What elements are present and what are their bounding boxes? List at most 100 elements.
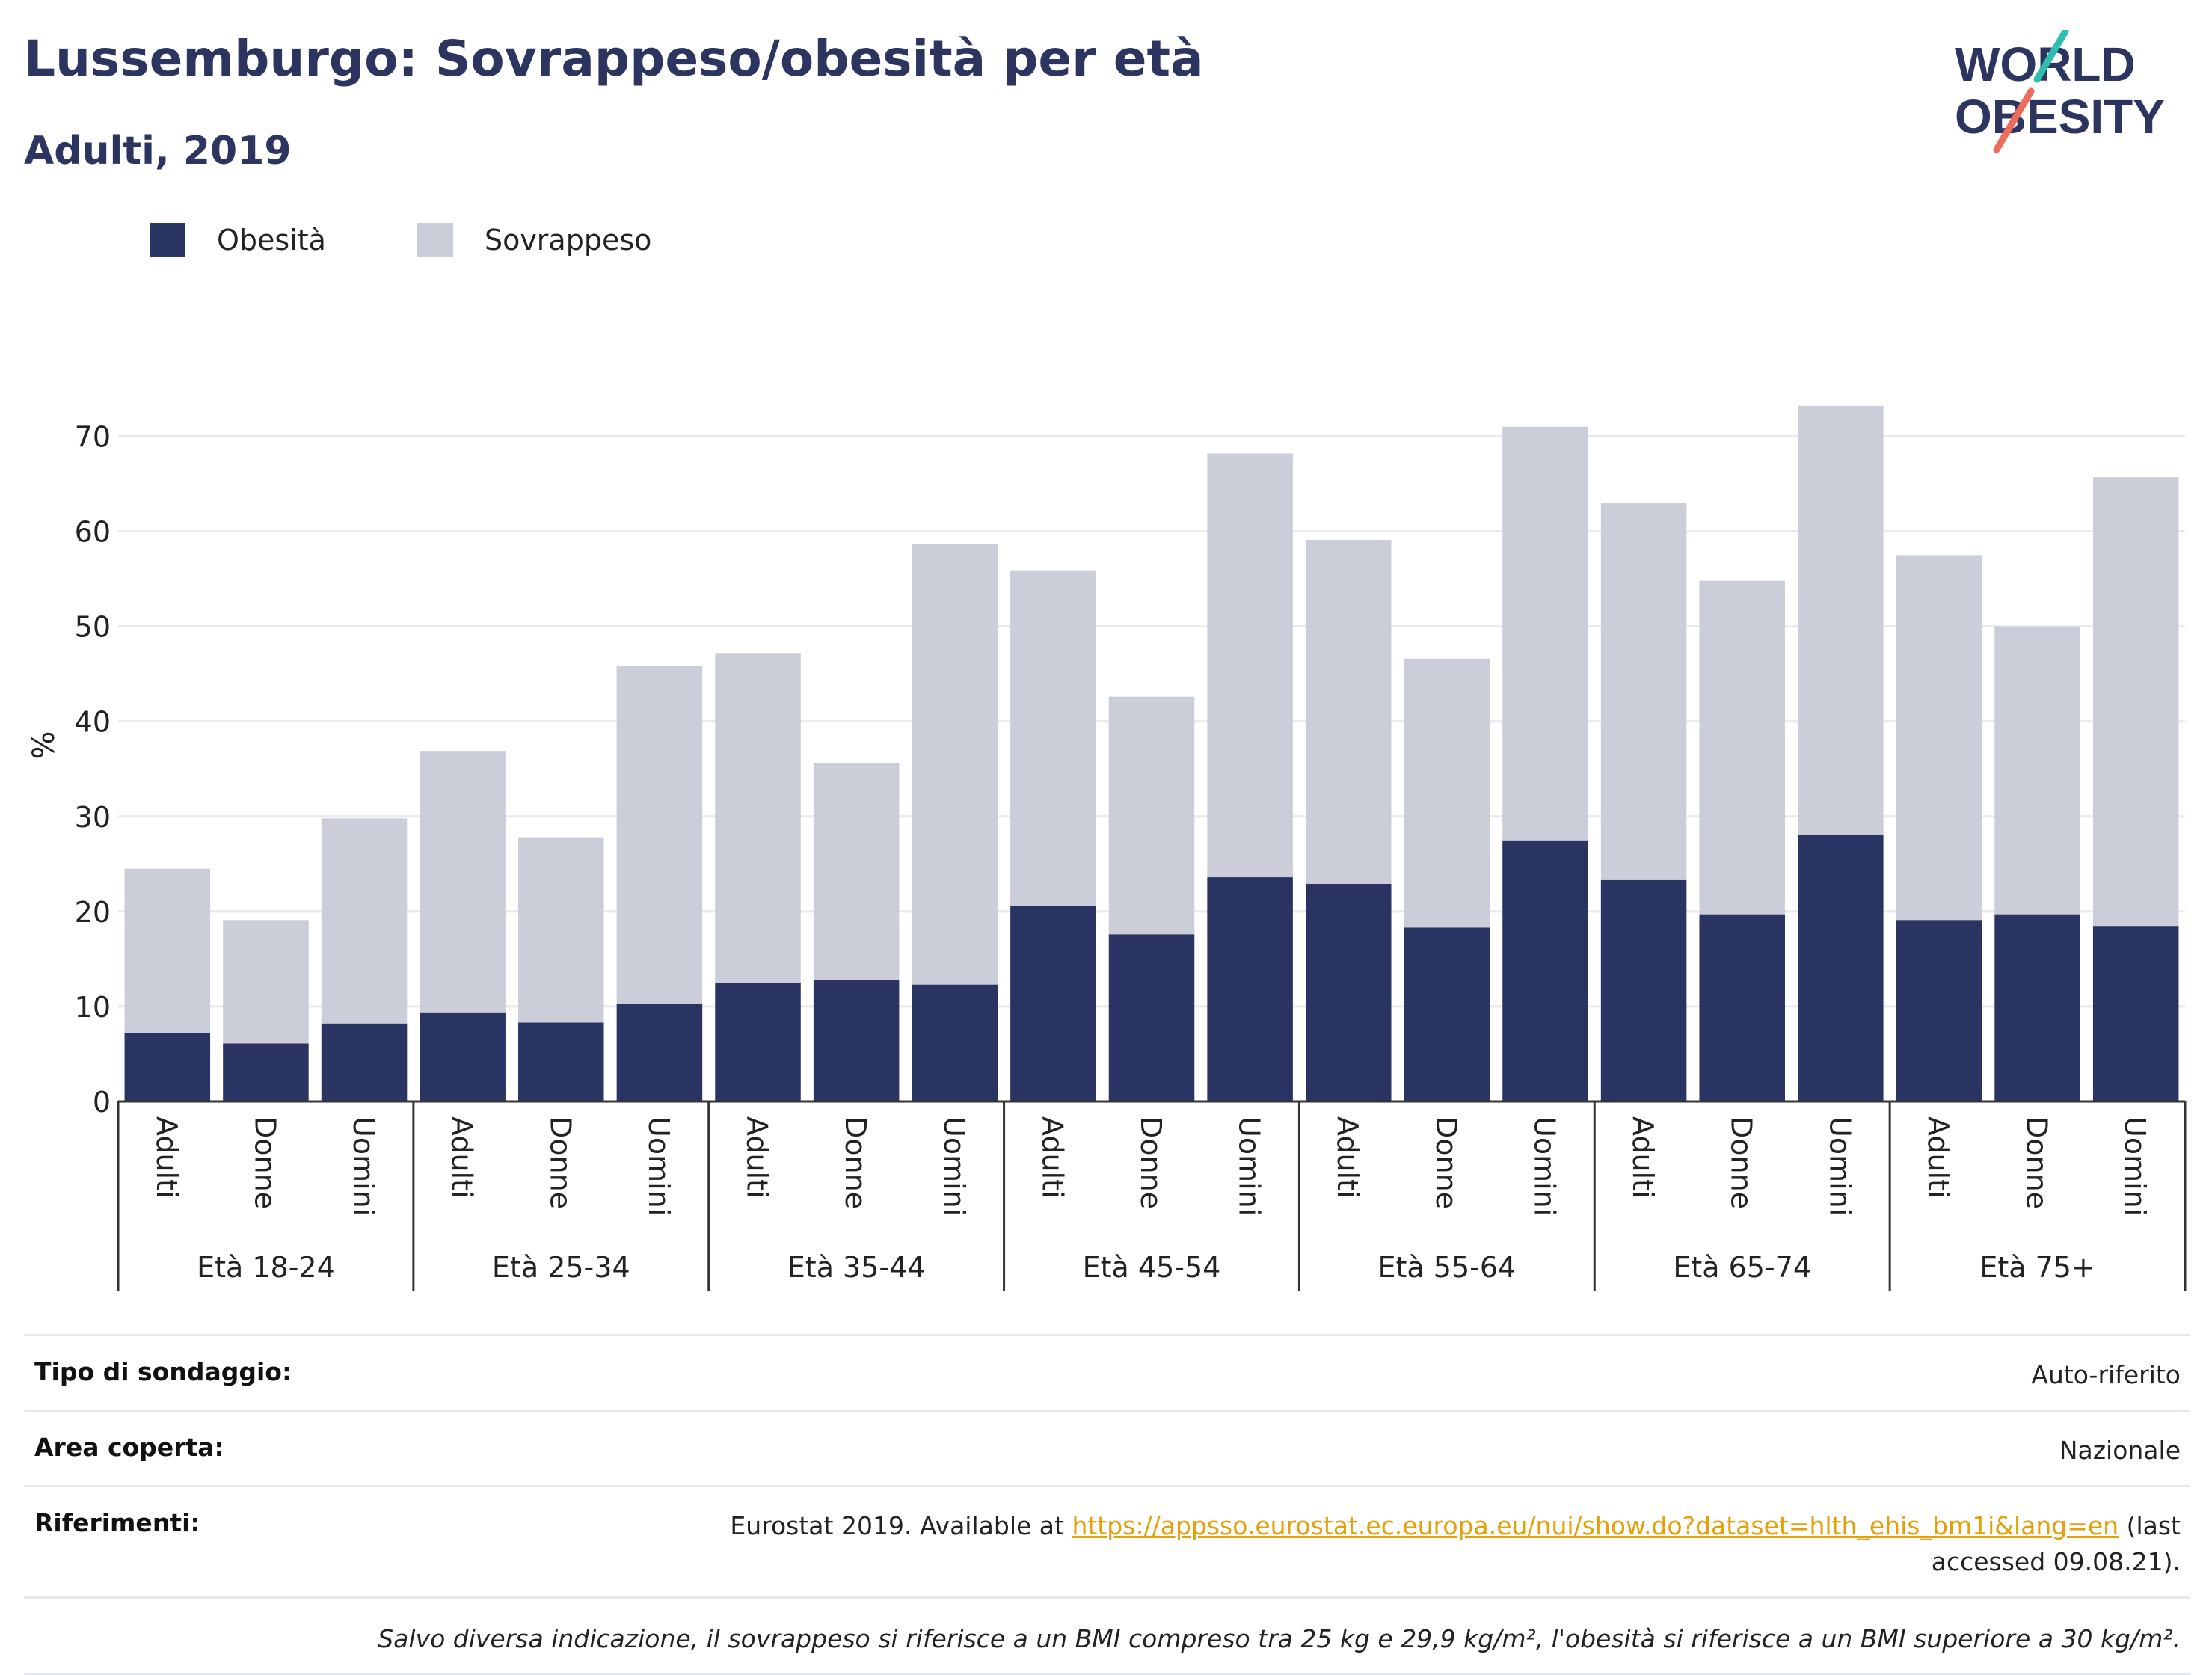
y-tick-label: 70 xyxy=(75,421,111,454)
info-value: Auto-riferito xyxy=(2031,1360,2181,1389)
x-tick-label: Adulti xyxy=(1036,1116,1069,1199)
info-value: Nazionale xyxy=(2059,1436,2181,1465)
x-tick-label: Uomini xyxy=(642,1116,675,1216)
group-label: Età 35-44 xyxy=(787,1251,926,1284)
x-tick-label: Uomini xyxy=(1233,1116,1266,1216)
bar-obesity xyxy=(1010,906,1096,1101)
x-tick-label: Uomini xyxy=(347,1116,380,1216)
x-tick-label: Donne xyxy=(839,1116,872,1209)
chart-subtitle: Adulti, 2019 xyxy=(24,129,292,173)
legend-item-obesity[interactable]: Obesità xyxy=(150,223,326,257)
y-tick-label: 60 xyxy=(75,516,111,549)
bar-obesity xyxy=(715,983,801,1101)
legend-swatch-obesity xyxy=(150,223,185,257)
bar-obesity xyxy=(1994,914,2080,1101)
bar-obesity xyxy=(124,1033,211,1101)
bar-overweight xyxy=(1699,580,1785,915)
x-tick-label: Adulti xyxy=(1922,1116,1955,1199)
bar-overweight xyxy=(321,818,408,1024)
svg-text:OBESITY: OBESITY xyxy=(1955,90,2165,144)
bar-obesity xyxy=(223,1043,309,1101)
legend-label-obesity: Obesità xyxy=(217,224,326,256)
bar-obesity xyxy=(1404,927,1490,1101)
info-label: Tipo di sondaggio: xyxy=(34,1357,292,1386)
bar-obesity xyxy=(1798,834,1884,1101)
reference-prefix: Eurostat 2019. Available at xyxy=(730,1511,1072,1540)
y-tick-label: 30 xyxy=(75,801,111,834)
bar-overweight xyxy=(1108,696,1195,935)
bar-obesity xyxy=(912,984,998,1101)
group-label: Età 45-54 xyxy=(1083,1251,1221,1284)
bar-obesity xyxy=(1207,877,1293,1101)
legend-item-overweight[interactable]: Sovrappeso xyxy=(417,223,651,257)
group-label: Età 25-34 xyxy=(492,1251,630,1284)
y-axis-label: % xyxy=(27,731,61,759)
bar-overweight xyxy=(420,751,506,1013)
x-tick-label: Donne xyxy=(1430,1116,1463,1209)
x-tick-label: Donne xyxy=(544,1116,577,1209)
x-tick-label: Uomini xyxy=(2119,1116,2151,1216)
bar-obesity xyxy=(1305,884,1392,1101)
group-label: Età 18-24 xyxy=(197,1251,335,1284)
bar-overweight xyxy=(223,920,309,1044)
bar-overweight xyxy=(912,544,998,985)
bar-obesity xyxy=(420,1012,506,1101)
info-label: Riferimenti: xyxy=(34,1508,200,1537)
bar-overweight xyxy=(124,868,211,1033)
x-tick-label: Adulti xyxy=(1331,1116,1364,1199)
bar-overweight xyxy=(616,666,703,1004)
y-tick-label: 20 xyxy=(75,896,111,929)
bar-obesity xyxy=(518,1022,604,1101)
bar-obesity xyxy=(1502,840,1588,1101)
bar-overweight xyxy=(1010,570,1096,906)
x-tick-label: Adulti xyxy=(446,1116,479,1199)
x-tick-label: Uomini xyxy=(938,1116,971,1216)
info-row-references: Riferimenti: Eurostat 2019. Available at… xyxy=(24,1485,2190,1596)
bar-overweight xyxy=(813,763,900,980)
world-obesity-logo: WORLD OBESITY xyxy=(1955,30,2165,153)
bar-obesity xyxy=(2092,926,2179,1101)
reference-suffix: (last accessed 09.08.21). xyxy=(1931,1511,2181,1576)
definition-note: Salvo diversa indicazione, il sovrappeso… xyxy=(24,1596,2190,1675)
bar-obesity xyxy=(1699,914,1785,1101)
x-tick-label: Donne xyxy=(1134,1116,1167,1209)
bar-overweight xyxy=(2092,477,2179,927)
info-value: Eurostat 2019. Available at https://apps… xyxy=(685,1508,2181,1580)
x-tick-label: Uomini xyxy=(1528,1116,1561,1216)
chart-title: Lussemburgo: Sovrappeso/obesità per età xyxy=(24,30,1204,87)
y-tick-label: 40 xyxy=(75,706,111,739)
y-tick-label: 50 xyxy=(75,611,111,644)
y-tick-label: 10 xyxy=(75,991,111,1024)
x-tick-label: Adulti xyxy=(150,1116,183,1199)
stacked-bar-chart: 0 10 20 30 40 50 60 70% Adulti Donne Uomini Età 18-… xyxy=(27,405,2187,1291)
group-label: Età 55-64 xyxy=(1378,1251,1517,1284)
reference-link[interactable]: https://appsso.eurostat.ec.europa.eu/nui… xyxy=(1072,1511,2119,1540)
bar-overweight xyxy=(1207,453,1293,878)
bar-overweight xyxy=(1600,502,1687,880)
bar-overweight xyxy=(518,837,604,1023)
bar-overweight xyxy=(1502,426,1588,841)
bar-overweight xyxy=(1798,405,1884,835)
bar-overweight xyxy=(1404,658,1490,928)
bar-obesity xyxy=(1108,934,1195,1101)
bar-obesity xyxy=(1896,920,1982,1101)
bar-overweight xyxy=(1994,626,2080,915)
group-label: Età 75+ xyxy=(1979,1251,2095,1284)
info-table: Tipo di sondaggio: Auto-riferito Area co… xyxy=(24,1334,2190,1675)
legend-swatch-overweight xyxy=(417,223,453,257)
x-tick-label: Donne xyxy=(248,1116,281,1209)
info-row-area: Area coperta: Nazionale xyxy=(24,1410,2190,1485)
group-label: Età 65-74 xyxy=(1673,1251,1811,1284)
info-label: Area coperta: xyxy=(34,1433,224,1462)
legend: Obesità Sovrappeso xyxy=(150,223,743,257)
x-tick-label: Adulti xyxy=(741,1116,774,1199)
x-tick-label: Donne xyxy=(2021,1116,2053,1209)
x-tick-label: Adulti xyxy=(1626,1116,1659,1199)
bar-overweight xyxy=(715,653,801,983)
bar-obesity xyxy=(616,1004,703,1101)
info-row-survey-type: Tipo di sondaggio: Auto-riferito xyxy=(24,1334,2190,1410)
bar-obesity xyxy=(321,1023,408,1101)
bar-overweight xyxy=(1896,555,1982,921)
legend-label-overweight: Sovrappeso xyxy=(484,224,652,256)
bar-obesity xyxy=(813,980,900,1101)
